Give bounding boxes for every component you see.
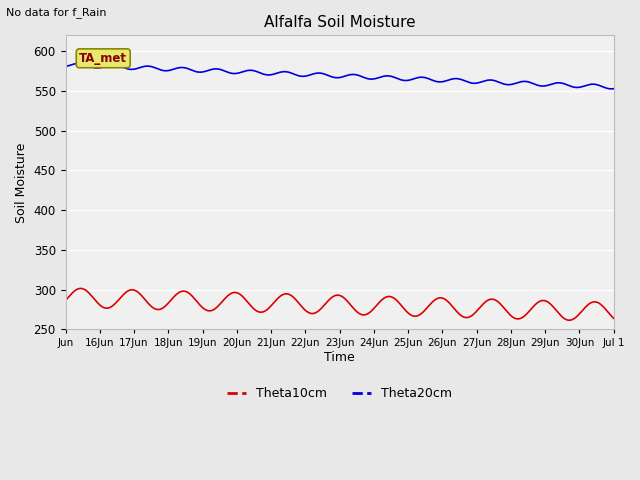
Text: No data for f_Rain: No data for f_Rain [6,7,107,18]
Title: Alfalfa Soil Moisture: Alfalfa Soil Moisture [264,15,415,30]
X-axis label: Time: Time [324,351,355,364]
Text: TA_met: TA_met [79,52,127,65]
Legend: Theta10cm, Theta20cm: Theta10cm, Theta20cm [222,383,457,406]
Y-axis label: Soil Moisture: Soil Moisture [15,142,28,223]
